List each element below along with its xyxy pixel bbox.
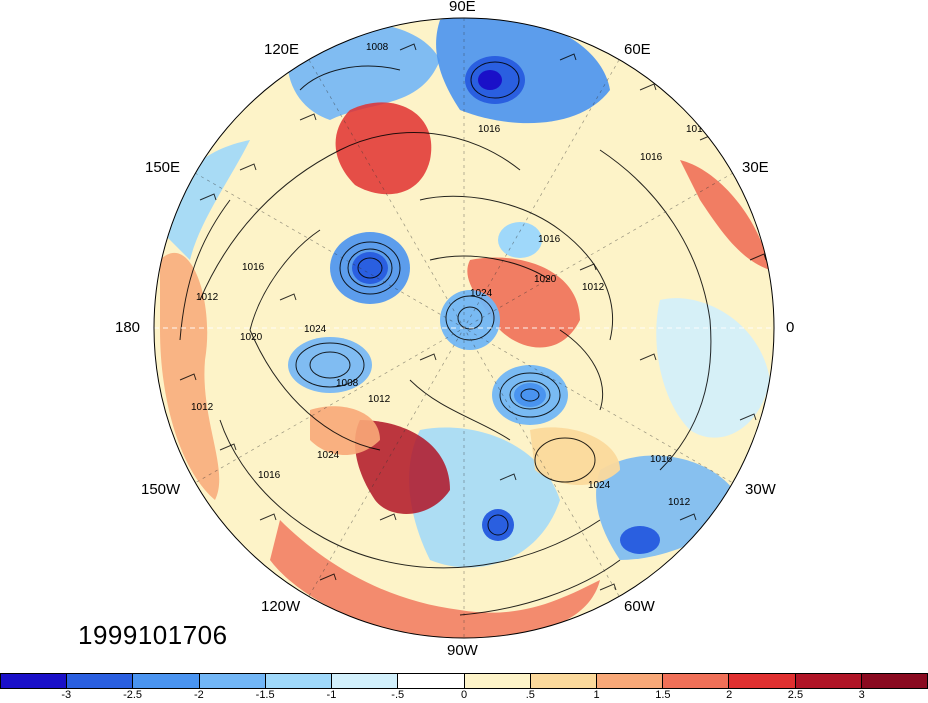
- lon-label-90e: 90E: [449, 0, 476, 15]
- contour-label: 1024: [588, 480, 611, 491]
- colorbar-tick-label: 2.5: [788, 689, 803, 701]
- colorbar-swatch: [67, 674, 133, 688]
- colorbar-swatch: [663, 674, 729, 688]
- lon-label-150e: 150E: [145, 159, 180, 176]
- contour-label: 1016: [650, 454, 673, 465]
- contour-label: 1008: [336, 378, 359, 389]
- contour-label: 1020: [534, 274, 557, 285]
- contour-label: 1012: [191, 402, 214, 413]
- contour-label: 1016: [640, 152, 663, 163]
- contour-label: 1016: [478, 124, 501, 135]
- colorbar-tick-label: .5: [526, 689, 535, 701]
- lon-label-90w: 90W: [447, 642, 478, 659]
- colorbar-swatch: [398, 674, 464, 688]
- colorbar-swatch: [531, 674, 597, 688]
- colorbar-tick-label: 3: [859, 689, 865, 701]
- colorbar-tick-label: 1.5: [655, 689, 670, 701]
- lon-label-30w: 30W: [745, 481, 776, 498]
- colorbar-swatch: [1, 674, 67, 688]
- colorbar-swatch: [597, 674, 663, 688]
- colorbar-tick-label: -1: [327, 689, 337, 701]
- colorbar-swatch: [862, 674, 927, 688]
- lon-label-60w: 60W: [624, 598, 655, 615]
- contour-label: 1012: [196, 292, 219, 303]
- contour-label: 1012: [582, 282, 605, 293]
- contour-label: 1016: [258, 470, 281, 481]
- contour-label: 1024: [317, 450, 340, 461]
- colorbar-tick-label: -3: [61, 689, 71, 701]
- contour-label: 1024: [470, 288, 493, 299]
- colorbar-tick-label: -2: [194, 689, 204, 701]
- colorbar: [0, 673, 928, 689]
- lon-label-120e: 120E: [264, 41, 299, 58]
- colorbar-tick-label: 0: [461, 689, 467, 701]
- contour-label: 1008: [366, 42, 389, 53]
- lon-label-150w: 150W: [141, 481, 180, 498]
- contour-label: 1012: [368, 394, 391, 405]
- colorbar-swatch: [266, 674, 332, 688]
- colorbar-tick-label: -2.5: [123, 689, 142, 701]
- contour-label: 1024: [304, 324, 327, 335]
- contour-label: 1020: [240, 332, 263, 343]
- date-stamp: 1999101706: [78, 620, 228, 651]
- lon-label-0: 0: [786, 319, 794, 336]
- colorbar-tick-label: -.5: [391, 689, 404, 701]
- colorbar-tick-label: -1.5: [256, 689, 275, 701]
- lon-label-30e: 30E: [742, 159, 769, 176]
- contour-label: 1016: [538, 234, 561, 245]
- lon-label-180: 180: [115, 319, 140, 336]
- lon-label-60e: 60E: [624, 41, 651, 58]
- colorbar-tick-label: 1: [594, 689, 600, 701]
- colorbar-swatch: [200, 674, 266, 688]
- colorbar-swatch: [133, 674, 199, 688]
- contour-label: 1016: [242, 262, 265, 273]
- colorbar-swatch: [796, 674, 862, 688]
- colorbar-swatch: [465, 674, 531, 688]
- contour-label: 1012: [668, 497, 691, 508]
- colorbar-ticks: -3 -2.5 -2 -1.5 -1 -.5 0 .5 1 1.5 2 2.5 3: [0, 689, 928, 703]
- colorbar-tick-label: 2: [726, 689, 732, 701]
- lon-label-120w: 120W: [261, 598, 300, 615]
- colorbar-swatch: [332, 674, 398, 688]
- colorbar-swatch: [729, 674, 795, 688]
